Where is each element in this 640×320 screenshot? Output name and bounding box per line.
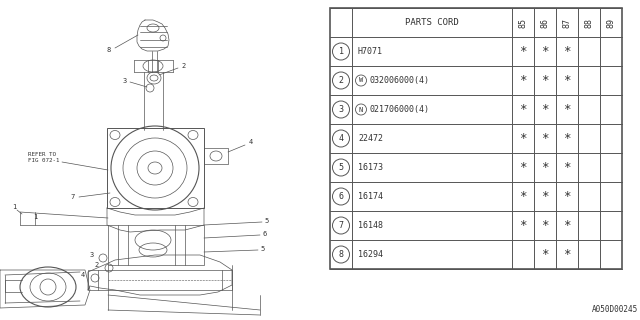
Text: *: * [541,161,548,174]
Text: 85: 85 [518,18,527,28]
Text: *: * [541,74,548,87]
Text: PARTS CORD: PARTS CORD [405,18,459,27]
Text: 6: 6 [263,231,267,237]
Text: *: * [519,190,527,203]
Text: *: * [519,74,527,87]
Text: 032006000(4): 032006000(4) [369,76,429,85]
Text: *: * [541,45,548,58]
Text: 16294: 16294 [358,250,383,259]
Text: *: * [563,219,571,232]
Text: *: * [541,103,548,116]
Text: 89: 89 [607,18,616,28]
Text: *: * [541,219,548,232]
Text: N: N [359,107,363,113]
Text: 4: 4 [81,272,85,278]
Circle shape [333,246,349,263]
Circle shape [333,159,349,176]
Text: *: * [563,161,571,174]
Text: 22472: 22472 [358,134,383,143]
Text: H7071: H7071 [358,47,383,56]
Text: 16173: 16173 [358,163,383,172]
Circle shape [333,217,349,234]
Text: 8: 8 [339,250,344,259]
Text: 2: 2 [339,76,344,85]
Text: *: * [563,190,571,203]
Bar [330,8,622,269]
Text: *: * [563,248,571,261]
Bar [107,128,204,208]
Text: REFER TO
FIG 072-1: REFER TO FIG 072-1 [28,152,60,163]
Text: 2: 2 [182,63,186,69]
Text: 3: 3 [339,105,344,114]
Text: 7: 7 [71,194,75,200]
Text: 5: 5 [261,246,265,252]
Text: 5: 5 [265,218,269,224]
Text: *: * [541,248,548,261]
Text: 87: 87 [563,18,572,28]
Text: 6: 6 [339,192,344,201]
Text: 1: 1 [33,214,37,220]
Text: *: * [563,103,571,116]
Text: *: * [563,132,571,145]
Text: 16148: 16148 [358,221,383,230]
Text: *: * [519,161,527,174]
Text: W: W [359,77,363,84]
Text: *: * [519,45,527,58]
Text: 16174: 16174 [358,192,383,201]
Text: 1: 1 [12,204,16,210]
Text: 7: 7 [339,221,344,230]
Text: *: * [519,219,527,232]
Text: 021706000(4): 021706000(4) [369,105,429,114]
Circle shape [333,188,349,205]
Circle shape [333,130,349,147]
Text: *: * [563,74,571,87]
Text: 3: 3 [90,252,94,258]
Text: 3: 3 [123,78,127,84]
Text: *: * [563,45,571,58]
Text: *: * [519,132,527,145]
Circle shape [333,43,349,60]
Text: 86: 86 [541,18,550,28]
Circle shape [333,72,349,89]
Bar [88,270,232,290]
Text: *: * [541,190,548,203]
Text: *: * [541,132,548,145]
Text: 4: 4 [249,139,253,145]
Bar [108,225,204,265]
Text: A050D00245: A050D00245 [592,305,638,314]
Text: 88: 88 [584,18,593,28]
Text: 4: 4 [339,134,344,143]
Circle shape [333,101,349,118]
Text: *: * [519,103,527,116]
Text: 1: 1 [339,47,344,56]
Text: 5: 5 [339,163,344,172]
Text: 8: 8 [107,47,111,53]
Text: 2: 2 [95,262,99,268]
